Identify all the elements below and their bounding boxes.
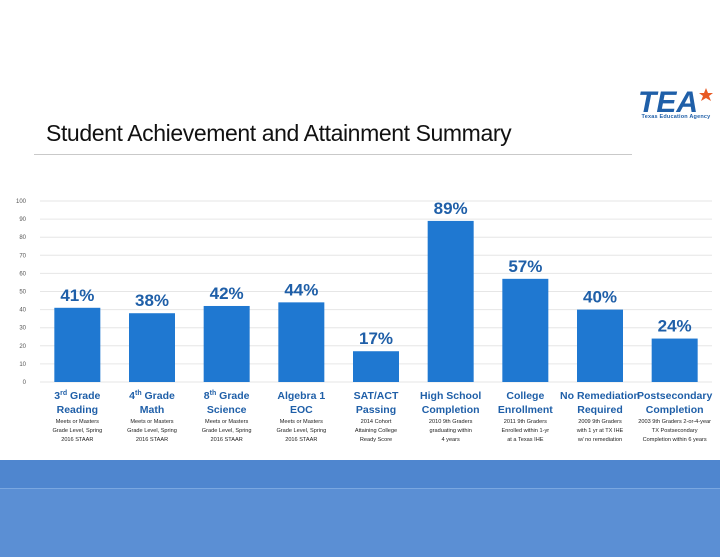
bar [54, 307, 101, 382]
bar-value-label: 24% [658, 317, 692, 336]
category-note: 2010 9th Graders [429, 419, 473, 425]
category-note: Completion within 6 years [643, 437, 707, 443]
category-label-line1: 3rd Grade [54, 390, 100, 402]
category-note: TX Postsecondary [652, 428, 698, 434]
category-note: Grade Level, Spring [276, 428, 326, 434]
category-label-line1: College [506, 390, 544, 402]
bar-value-label: 57% [508, 257, 542, 276]
category-note: Grade Level, Spring [52, 428, 102, 434]
footer-divider [0, 488, 720, 489]
bar-value-label: 38% [135, 291, 169, 310]
category-note: 2011 9th Graders [504, 419, 547, 425]
category-label-line2: EOC [290, 404, 313, 416]
category-label-line2: Passing [356, 404, 396, 416]
bar [651, 338, 698, 382]
y-tick-label: 90 [19, 217, 26, 223]
y-tick-label: 40 [19, 308, 26, 314]
bar-value-label: 44% [284, 280, 318, 299]
category-note: 2003 9th Graders 2-or-4-year [638, 419, 711, 425]
category-note: Attaining College [355, 428, 397, 434]
category-note: Ready Score [360, 437, 392, 443]
tea-logo-subtitle: Texas Education Agency [641, 114, 711, 120]
tea-logo-text: TEA [638, 86, 698, 119]
category-label-line1: 8th Grade [204, 390, 250, 402]
category-label-line1: SAT/ACT [354, 390, 399, 402]
y-tick-label: 50 [19, 290, 26, 296]
category-note: Enrolled within 1-yr [502, 428, 550, 434]
category-note: Meets or Masters [130, 419, 173, 425]
bar-value-label: 17% [359, 329, 393, 348]
category-note: graduating within [430, 428, 472, 434]
category-note: with 1 yr at TX IHE [576, 428, 624, 434]
y-tick-label: 60 [19, 271, 26, 277]
category-label-line1: High School [420, 390, 481, 402]
category-note: w/ no remediation [577, 437, 622, 443]
category-note: 2016 STAAR [285, 437, 317, 443]
category-note: 4 years [441, 437, 460, 443]
bar-value-label: 89% [434, 199, 468, 218]
bar-chart: 0 10 20 30 40 50 60 70 80 90 100 41% 3rd Grade Readin… [16, 199, 712, 443]
category-label-line2: Reading [57, 404, 98, 416]
y-tick-label: 0 [23, 380, 27, 386]
bar [278, 302, 325, 382]
bar-value-label: 41% [60, 286, 94, 305]
y-tick-label: 10 [19, 362, 26, 368]
category-note: 2014 Cohort [361, 419, 392, 425]
category-note: at a Texas IHE [507, 437, 544, 443]
page-title: Student Achievement and Attainment Summa… [46, 120, 512, 146]
category-note: 2016 STAAR [211, 437, 243, 443]
category-label-line1: Postsecondary [637, 390, 712, 402]
y-tick-label: 70 [19, 253, 26, 259]
y-tick-label: 80 [19, 235, 26, 241]
category-note: 2009 9th Graders [578, 419, 622, 425]
bar [353, 351, 399, 382]
bar [203, 305, 250, 382]
tea-logo: TEA [638, 86, 713, 119]
y-tick-label: 20 [19, 344, 26, 350]
bar [427, 220, 474, 382]
title-divider [34, 154, 632, 155]
footer-strip [0, 460, 720, 488]
category-label-line2: Completion [422, 404, 480, 416]
bar [129, 313, 175, 382]
category-label-line2: Enrollment [498, 404, 553, 416]
bar-value-label: 40% [583, 288, 617, 307]
category-label-line2: Completion [646, 404, 704, 416]
category-label-line2: Math [140, 404, 165, 416]
category-note: 2016 STAAR [136, 437, 168, 443]
bar [577, 309, 623, 382]
category-label-line1: Algebra 1 [277, 390, 325, 402]
category-label-line2: Required [577, 404, 623, 416]
y-tick-label: 100 [16, 199, 27, 205]
logo-star-icon [699, 88, 713, 101]
category-note: Meets or Masters [56, 419, 99, 425]
category-label-line1: No Remediation [560, 390, 640, 402]
y-tick-label: 30 [19, 326, 26, 332]
category-label-line1: 4th Grade [129, 390, 175, 402]
category-note: Meets or Masters [280, 419, 323, 425]
category-note: Grade Level, Spring [202, 428, 252, 434]
category-note: Grade Level, Spring [127, 428, 177, 434]
category-label-line2: Science [207, 404, 247, 416]
bar [502, 278, 549, 382]
category-note: Meets or Masters [205, 419, 248, 425]
category-note: 2016 STAAR [61, 437, 93, 443]
bar-value-label: 42% [210, 284, 244, 303]
